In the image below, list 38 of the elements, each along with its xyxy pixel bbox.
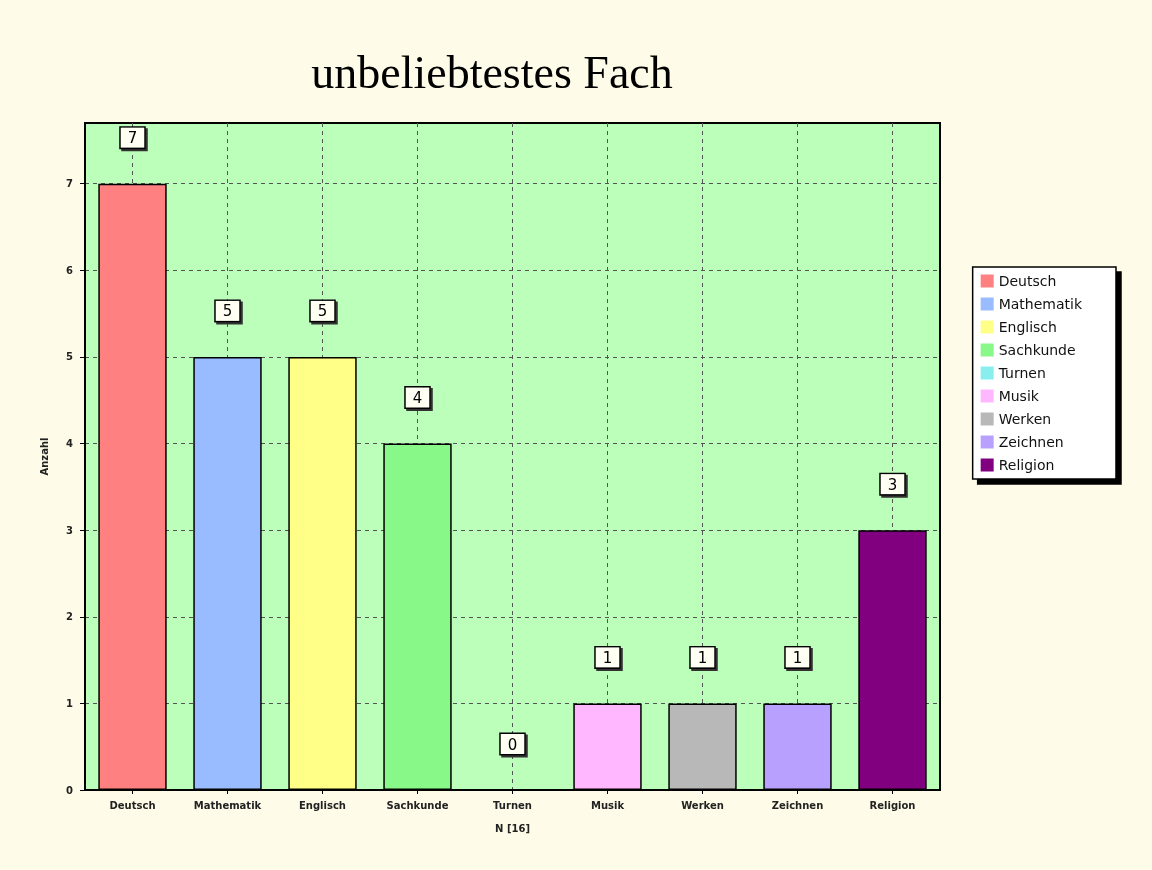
y-tick-label: 2 <box>66 611 74 623</box>
x-tick-label: Zeichnen <box>771 799 824 811</box>
y-tick-label: 4 <box>66 438 74 450</box>
x-tick-label: Sachkunde <box>386 799 449 811</box>
chart-title: unbeliebtestes Fach <box>311 46 673 98</box>
y-tick-label: 1 <box>66 697 74 709</box>
data-label: 1 <box>792 648 803 667</box>
x-tick-label: Werken <box>681 799 724 811</box>
data-label: 0 <box>507 735 518 754</box>
x-tick-label: Musik <box>590 799 625 811</box>
x-tick-label: Englisch <box>299 799 346 811</box>
data-label: 3 <box>887 475 898 494</box>
data-label: 1 <box>697 648 708 667</box>
legend-label: Deutsch <box>998 273 1057 289</box>
legend-label: Englisch <box>998 319 1057 335</box>
x-axis-title: N [16] <box>495 822 530 834</box>
legend-label: Zeichnen <box>998 434 1064 450</box>
x-tick-label: Turnen <box>493 799 532 811</box>
legend-label: Mathematik <box>998 296 1083 312</box>
x-tick-label: Mathematik <box>193 799 262 811</box>
legend-label: Sachkunde <box>998 342 1076 358</box>
x-tick-label: Deutsch <box>109 799 156 811</box>
legend-label: Religion <box>998 457 1055 473</box>
y-tick-label: 6 <box>66 264 74 276</box>
data-label: 5 <box>222 302 233 321</box>
data-label: 4 <box>412 389 423 408</box>
y-tick-label: 7 <box>66 178 74 190</box>
y-tick-label: 3 <box>66 524 74 536</box>
legend-label: Turnen <box>997 365 1046 381</box>
y-tick-label: 0 <box>66 784 74 796</box>
data-label: 5 <box>317 302 328 321</box>
legend-label: Musik <box>998 388 1040 404</box>
y-axis-title: Anzahl <box>38 437 50 476</box>
y-tick-label: 5 <box>66 351 74 363</box>
x-tick-label: Religion <box>869 799 916 811</box>
legend-label: Werken <box>998 411 1052 427</box>
data-label: 1 <box>602 648 613 667</box>
data-label: 7 <box>127 129 138 148</box>
